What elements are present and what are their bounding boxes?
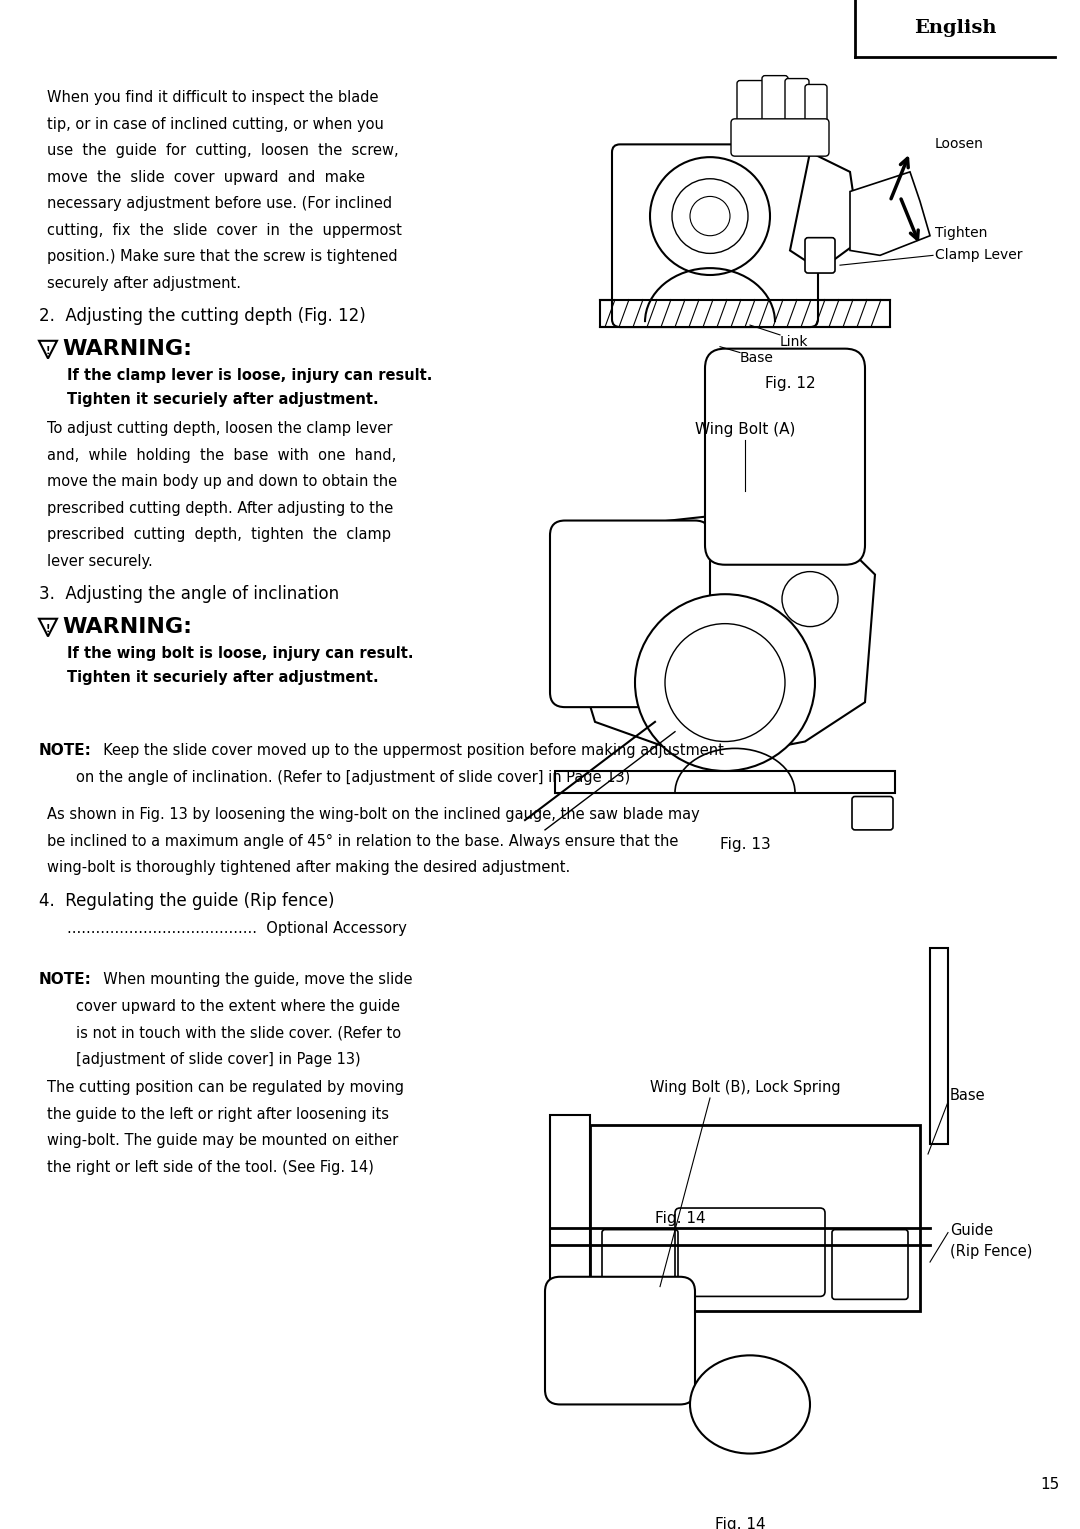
Text: necessary adjustment before use. (For inclined: necessary adjustment before use. (For in… [48, 196, 392, 211]
Text: NOTE:: NOTE: [39, 743, 92, 758]
Text: Guide: Guide [950, 1223, 994, 1238]
Text: Fig. 14: Fig. 14 [715, 1517, 766, 1529]
Text: The cutting position can be regulated by moving: The cutting position can be regulated by… [48, 1081, 404, 1095]
Text: To adjust cutting depth, loosen the clamp lever: To adjust cutting depth, loosen the clam… [48, 422, 392, 436]
Text: on the angle of inclination. (Refer to [adjustment of slide cover] in Page 13): on the angle of inclination. (Refer to [… [39, 771, 631, 784]
Text: Wing Bolt (B), Lock Spring: Wing Bolt (B), Lock Spring [650, 1081, 840, 1095]
Circle shape [650, 157, 770, 275]
Text: NOTE:: NOTE: [39, 972, 92, 988]
Text: Base: Base [950, 1089, 986, 1104]
Text: Loosen: Loosen [935, 138, 984, 151]
Text: the right or left side of the tool. (See Fig. 14): the right or left side of the tool. (See… [48, 1161, 374, 1174]
Text: securely after adjustment.: securely after adjustment. [48, 275, 241, 291]
FancyBboxPatch shape [762, 75, 788, 141]
Text: Link: Link [780, 335, 809, 349]
Text: use  the  guide  for  cutting,  loosen  the  screw,: use the guide for cutting, loosen the sc… [48, 144, 399, 159]
Text: Fig. 14: Fig. 14 [654, 1211, 705, 1226]
Text: be inclined to a maximum angle of 45° in relation to the base. Always ensure tha: be inclined to a maximum angle of 45° in… [48, 833, 678, 849]
Polygon shape [39, 341, 57, 358]
Text: If the clamp lever is loose, injury can result.: If the clamp lever is loose, injury can … [67, 368, 432, 384]
FancyBboxPatch shape [852, 797, 893, 830]
Text: (Rip Fence): (Rip Fence) [950, 1245, 1032, 1260]
Polygon shape [850, 171, 930, 255]
Text: 4.  Regulating the guide (Rip fence): 4. Regulating the guide (Rip fence) [39, 891, 335, 910]
Text: When mounting the guide, move the slide: When mounting the guide, move the slide [94, 972, 413, 988]
Text: !: ! [45, 346, 51, 356]
Text: As shown in Fig. 13 by loosening the wing-bolt on the inclined gauge, the saw bl: As shown in Fig. 13 by loosening the win… [48, 807, 700, 823]
Text: 3.  Adjusting the angle of inclination: 3. Adjusting the angle of inclination [39, 586, 339, 604]
Text: WARNING:: WARNING: [62, 616, 192, 636]
Text: and,  while  holding  the  base  with  one  hand,: and, while holding the base with one han… [48, 448, 396, 463]
Text: WARNING:: WARNING: [62, 339, 192, 359]
FancyBboxPatch shape [612, 144, 818, 327]
FancyBboxPatch shape [737, 81, 765, 141]
Text: move the main body up and down to obtain the: move the main body up and down to obtain… [48, 474, 397, 489]
Text: If the wing bolt is loose, injury can result.: If the wing bolt is loose, injury can re… [67, 647, 414, 661]
FancyBboxPatch shape [805, 84, 827, 138]
Text: move  the  slide  cover  upward  and  make: move the slide cover upward and make [48, 170, 365, 185]
Polygon shape [789, 153, 860, 271]
Text: cover upward to the extent where the guide: cover upward to the extent where the gui… [39, 998, 400, 1014]
Text: !: ! [45, 624, 51, 633]
Bar [555, 771, 895, 792]
Text: 2.  Adjusting the cutting depth (Fig. 12): 2. Adjusting the cutting depth (Fig. 12) [39, 307, 366, 326]
Text: lever securely.: lever securely. [48, 553, 152, 569]
Text: the guide to the left or right after loosening its: the guide to the left or right after loo… [48, 1107, 389, 1122]
Text: [adjustment of slide cover] in Page 13): [adjustment of slide cover] in Page 13) [39, 1052, 361, 1067]
Text: prescribed cutting depth. After adjusting to the: prescribed cutting depth. After adjustin… [48, 502, 393, 515]
FancyBboxPatch shape [731, 119, 829, 156]
Bar [590, 1124, 920, 1312]
Text: Keep the slide cover moved up to the uppermost position before making adjustment: Keep the slide cover moved up to the upp… [94, 743, 724, 758]
Text: wing-bolt. The guide may be mounted on either: wing-bolt. The guide may be mounted on e… [48, 1133, 399, 1148]
Text: prescribed  cutting  depth,  tighten  the  clamp: prescribed cutting depth, tighten the cl… [48, 528, 391, 543]
FancyBboxPatch shape [550, 520, 710, 706]
FancyBboxPatch shape [545, 1277, 696, 1405]
Text: Fig. 12: Fig. 12 [765, 376, 815, 391]
Text: ........................................  Optional Accessory: ........................................… [67, 922, 407, 936]
Text: Tighten it securiely after adjustment.: Tighten it securiely after adjustment. [67, 670, 379, 685]
Text: cutting,  fix  the  slide  cover  in  the  uppermost: cutting, fix the slide cover in the uppe… [48, 223, 402, 239]
Circle shape [635, 595, 815, 771]
Text: tip, or in case of inclined cutting, or when you: tip, or in case of inclined cutting, or … [48, 116, 383, 131]
Text: Clamp Lever: Clamp Lever [935, 248, 1023, 263]
FancyBboxPatch shape [705, 349, 865, 564]
Bar [550, 1115, 590, 1321]
Text: Base: Base [740, 352, 774, 365]
Polygon shape [565, 506, 875, 761]
Text: English: English [914, 20, 996, 38]
Text: is not in touch with the slide cover. (Refer to: is not in touch with the slide cover. (R… [39, 1026, 401, 1040]
Text: wing-bolt is thoroughly tightened after making the desired adjustment.: wing-bolt is thoroughly tightened after … [48, 861, 570, 875]
Text: 15: 15 [1040, 1477, 1059, 1492]
FancyBboxPatch shape [805, 237, 835, 274]
Text: Fig. 13: Fig. 13 [719, 836, 770, 852]
Text: When you find it difficult to inspect the blade: When you find it difficult to inspect th… [48, 90, 378, 106]
Text: position.) Make sure that the screw is tightened: position.) Make sure that the screw is t… [48, 249, 397, 265]
Ellipse shape [690, 1355, 810, 1454]
Bar [930, 948, 948, 1144]
FancyBboxPatch shape [785, 78, 809, 139]
Text: Tighten: Tighten [935, 226, 987, 240]
Text: Tighten it securiely after adjustment.: Tighten it securiely after adjustment. [67, 391, 379, 407]
Polygon shape [39, 619, 57, 636]
Bar [600, 300, 890, 327]
Text: Wing Bolt (A): Wing Bolt (A) [694, 422, 795, 437]
